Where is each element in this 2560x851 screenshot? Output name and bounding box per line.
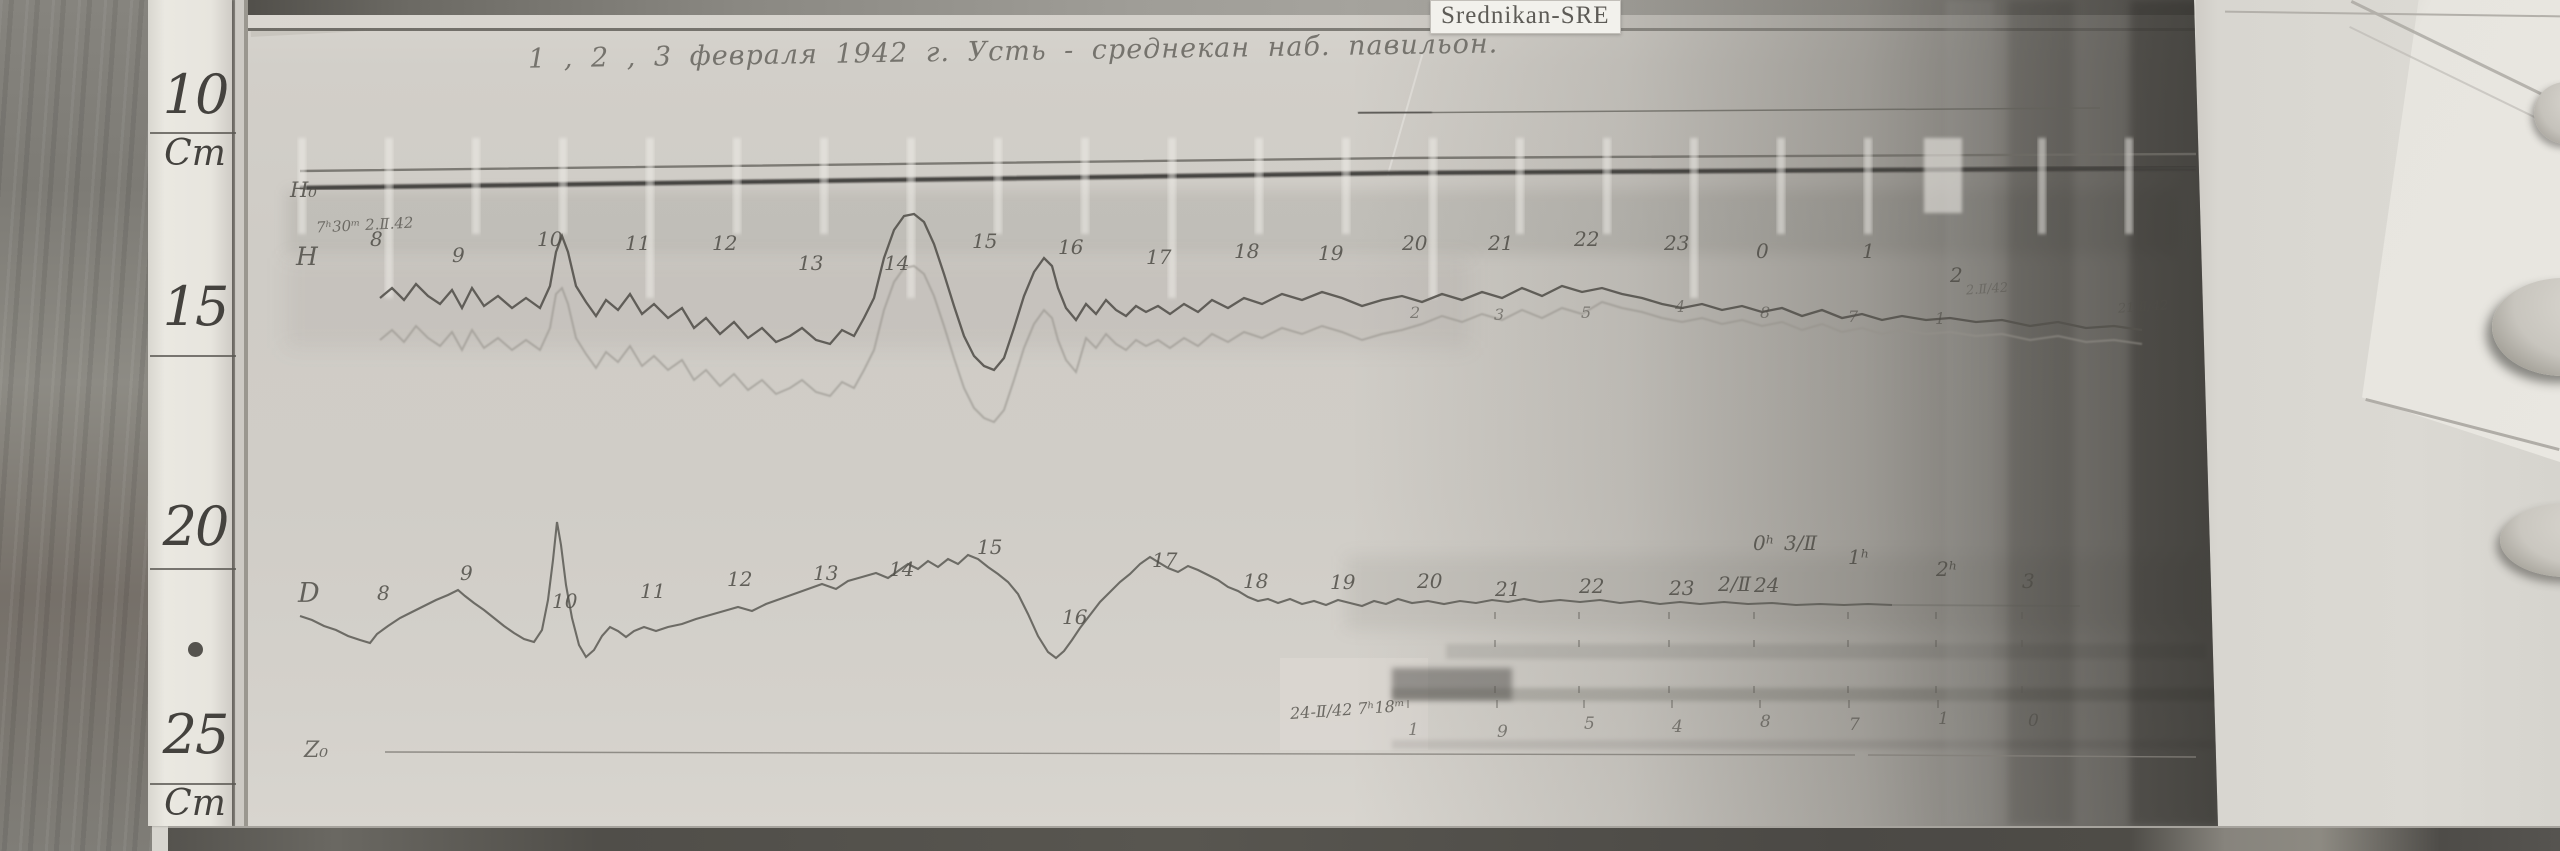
h0-baseline-label: H₀ xyxy=(290,178,317,202)
ruler-unit-label: Cm xyxy=(164,783,226,824)
magnetogram-photo-paper xyxy=(246,0,2218,826)
wood-table-surface xyxy=(0,0,152,851)
ruler-cm-mark: 10 xyxy=(162,63,230,126)
z0-baseline-label: Z₀ xyxy=(304,738,329,763)
h-trace-label: H xyxy=(296,242,318,271)
ruler-graduation-line xyxy=(150,568,236,570)
right-shadow-gradient xyxy=(246,0,2218,826)
ruler-graduation-line xyxy=(150,132,236,134)
cm-ruler: 10 Cm 15 20 25 Cm xyxy=(148,0,236,826)
side-date-note: 2.Ⅱ/42 xyxy=(1965,280,2009,299)
scanner-bed-strip xyxy=(168,826,2560,851)
ruler-ink-dot xyxy=(188,642,203,657)
d-trace-label: D xyxy=(298,578,320,609)
ruler-cm-mark: 20 xyxy=(162,495,230,558)
ruler-graduation-line xyxy=(150,355,236,357)
ruler-edge-shadow xyxy=(232,0,248,826)
archive-label: Srednikan-SRE xyxy=(1430,0,1621,34)
ruler-cm-mark: 25 xyxy=(162,703,230,766)
ruler-unit-label: Cm xyxy=(164,133,226,174)
ruler-cm-mark: 15 xyxy=(162,275,230,338)
ruler-graduation-line xyxy=(150,783,236,785)
